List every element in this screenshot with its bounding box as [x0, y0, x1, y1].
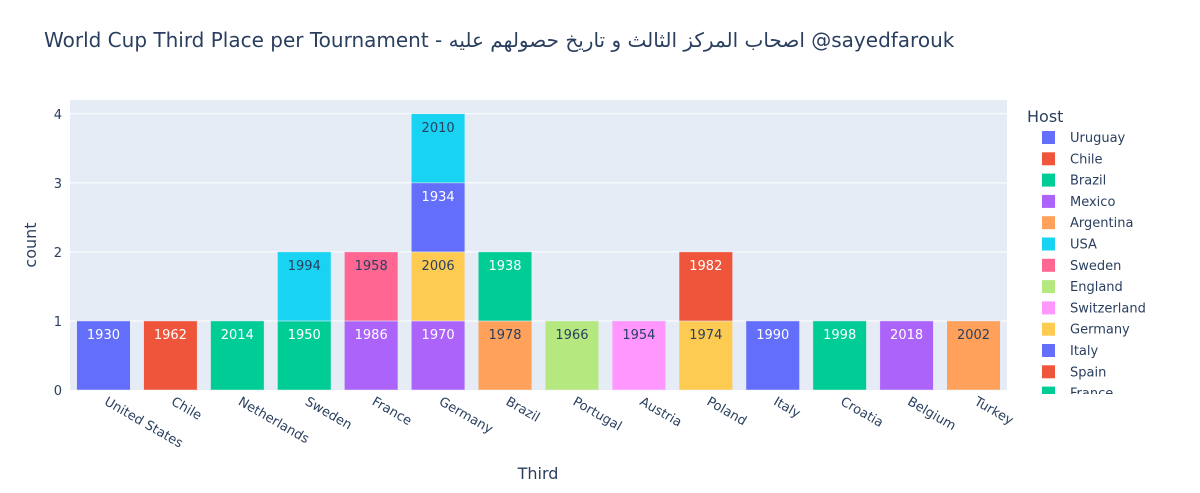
legend-item[interactable]: Argentina: [1070, 216, 1133, 231]
y-axis-ticks: 0 1 2 3 4: [54, 108, 62, 399]
legend-item[interactable]: Italy: [1070, 344, 1099, 359]
legend-item[interactable]: Germany: [1070, 323, 1130, 338]
legend-swatch[interactable]: [1042, 237, 1055, 251]
bar-label: 1950: [288, 328, 321, 343]
legend-swatch[interactable]: [1042, 301, 1055, 315]
legend-item[interactable]: Spain: [1070, 365, 1106, 380]
x-tick-label: Poland: [704, 394, 749, 429]
legend-swatch[interactable]: [1042, 429, 1055, 442]
bar[interactable]: [678, 320, 733, 391]
legend-swatch[interactable]: [1042, 386, 1055, 400]
legend-item[interactable]: South Africa: [1070, 408, 1149, 423]
bar[interactable]: [143, 320, 198, 391]
legend-swatch[interactable]: [1042, 322, 1055, 336]
bar-label: 1990: [756, 328, 789, 343]
bar[interactable]: [344, 320, 399, 391]
y-tick-label: 4: [54, 108, 62, 123]
bar-label: 2006: [422, 259, 455, 274]
x-tick-label: Belgium: [905, 394, 959, 434]
legend-item[interactable]: USA: [1070, 238, 1097, 253]
bar-label: 1958: [355, 259, 388, 274]
legend-item[interactable]: England: [1070, 280, 1123, 295]
bar-label: 1986: [355, 328, 388, 343]
bar-label: 2010: [422, 121, 455, 136]
legend-item[interactable]: Sweden: [1070, 259, 1121, 274]
bars: 1930 1962 2014 1950 1986 1970 1978 1994 1958 1966…: [76, 113, 1001, 391]
legend-swatch[interactable]: [1042, 152, 1055, 166]
y-tick-label: 0: [54, 384, 62, 399]
bar[interactable]: [344, 251, 399, 322]
x-axis-title: Third: [517, 464, 559, 483]
bar[interactable]: [745, 320, 800, 391]
bar[interactable]: [210, 320, 265, 391]
legend-title: Host: [1027, 107, 1063, 126]
legend-swatch[interactable]: [1042, 258, 1055, 272]
legend-swatch[interactable]: [1042, 216, 1055, 230]
legend-item[interactable]: Korea/Japan: [1070, 451, 1148, 466]
legend-swatch[interactable]: [1042, 344, 1055, 357]
x-tick-label: Austria: [637, 394, 684, 430]
bar[interactable]: [76, 320, 131, 391]
bar[interactable]: [812, 320, 867, 391]
x-tick-label: Brazil: [503, 394, 542, 425]
bar-label: 1978: [488, 328, 521, 343]
bar-label: 1998: [823, 328, 856, 343]
x-tick-label: France: [369, 394, 414, 429]
bar-label: 2018: [890, 328, 923, 343]
bar[interactable]: [411, 113, 466, 184]
legend-swatch[interactable]: [1042, 365, 1055, 379]
bar-label: 1970: [422, 328, 455, 343]
bar-label: 1966: [555, 328, 588, 343]
legend-swatch[interactable]: [1042, 451, 1055, 464]
legend-swatch[interactable]: [1042, 173, 1055, 187]
x-tick-label: Germany: [436, 394, 496, 437]
y-axis-title: count: [21, 222, 40, 267]
legend-item[interactable]: Uruguay: [1070, 131, 1126, 146]
bar[interactable]: [946, 320, 1001, 391]
bar-label: 1954: [622, 328, 655, 343]
chart-title: World Cup Third Place per Tournament - ا…: [44, 28, 955, 52]
legend-swatch[interactable]: [1042, 408, 1055, 421]
bar-label: 1938: [488, 259, 521, 274]
bar-label: 1982: [689, 259, 722, 274]
bar[interactable]: [277, 251, 332, 322]
x-tick-label: Chile: [168, 394, 204, 423]
legend-item[interactable]: Brazil: [1070, 174, 1106, 189]
legend-item[interactable]: France: [1070, 387, 1113, 402]
y-tick-label: 2: [54, 246, 62, 261]
bar[interactable]: [879, 320, 934, 391]
legend-swatch[interactable]: [1042, 280, 1055, 294]
y-tick-label: 3: [54, 177, 62, 192]
x-tick-label: Italy: [771, 394, 803, 421]
bar[interactable]: [611, 320, 666, 391]
y-tick-label: 1: [54, 315, 62, 330]
bar-label: 2014: [221, 328, 254, 343]
legend-item[interactable]: Russia: [1070, 429, 1112, 444]
bar[interactable]: [411, 320, 466, 391]
bar-label: 2002: [957, 328, 990, 343]
bar-label: 1934: [422, 190, 455, 205]
bar[interactable]: [478, 251, 533, 322]
x-tick-label: Netherlands: [235, 394, 311, 447]
x-tick-label: Croatia: [838, 394, 886, 430]
x-tick-label: Turkey: [971, 394, 1016, 429]
legend-swatch[interactable]: [1042, 131, 1055, 144]
legend-item[interactable]: Mexico: [1070, 195, 1115, 210]
x-tick-label: Sweden: [302, 394, 354, 433]
bar-label: 1962: [154, 328, 187, 343]
x-tick-label: Portugal: [570, 394, 624, 434]
legend-item[interactable]: Chile: [1070, 152, 1103, 167]
legend-swatch[interactable]: [1042, 194, 1055, 208]
legend[interactable]: Uruguay Chile Brazil Mexico Argentina USA Swed…: [1042, 131, 1149, 466]
bar[interactable]: [544, 320, 599, 391]
bar-label: 1974: [689, 328, 722, 343]
legend-item[interactable]: Switzerland: [1070, 301, 1146, 316]
bar-label: 1930: [87, 328, 120, 343]
bar-label: 1994: [288, 259, 321, 274]
bar[interactable]: [678, 251, 733, 322]
bar[interactable]: [411, 182, 466, 253]
